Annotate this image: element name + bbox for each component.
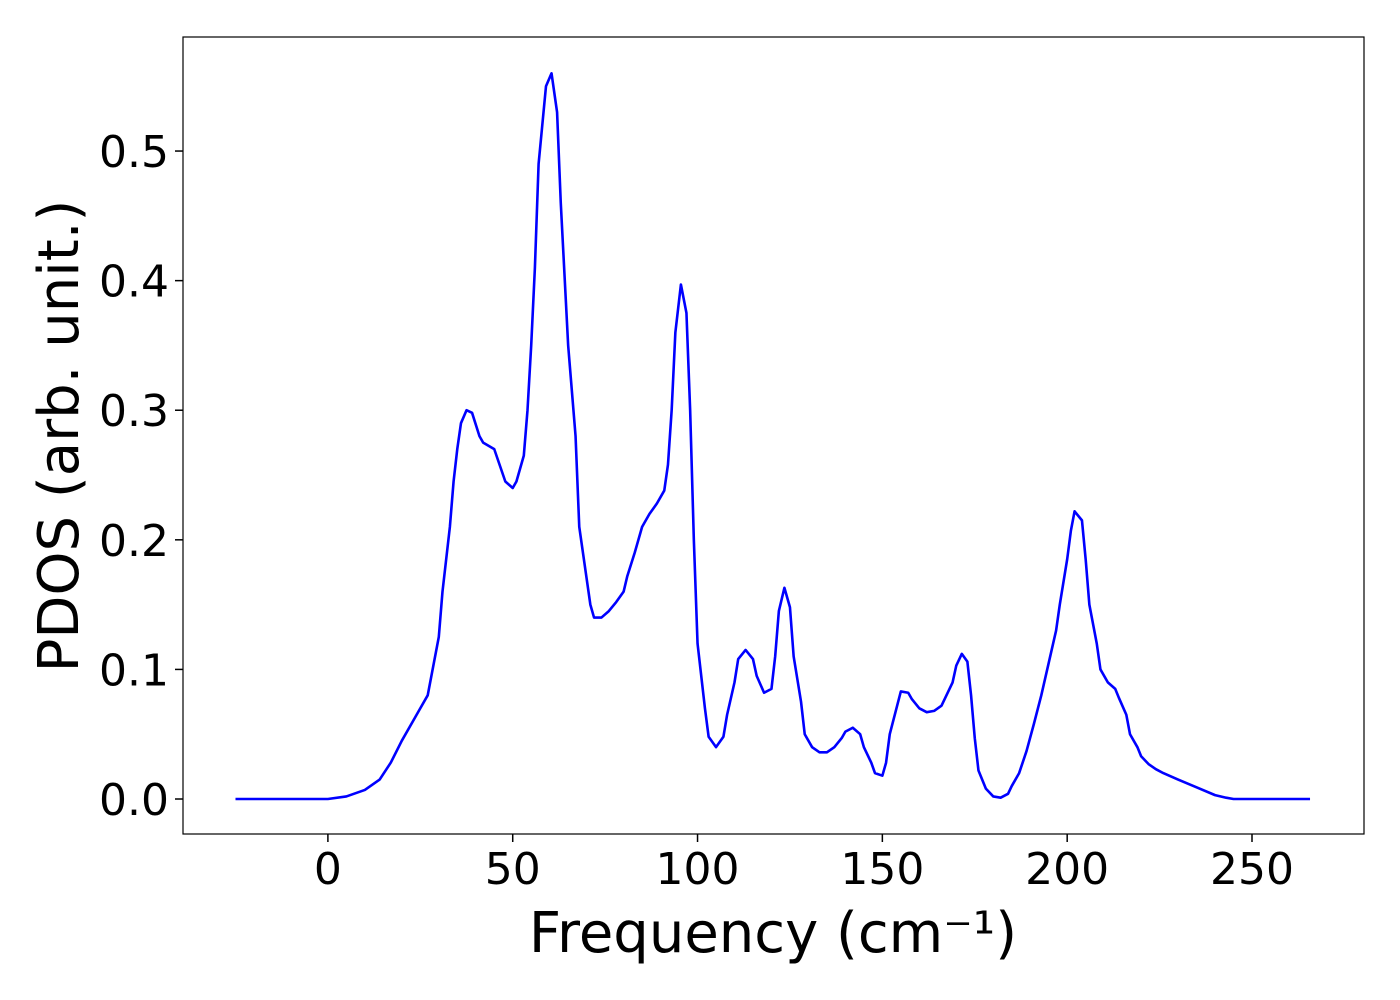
- y-tick-label: 0.0: [99, 775, 169, 826]
- line-series: [235, 71, 1311, 801]
- plot-frame: [182, 36, 1365, 835]
- x-tick-label: 250: [1210, 844, 1294, 895]
- x-tick-label: 100: [656, 844, 740, 895]
- x-tick-label: 200: [1025, 844, 1109, 895]
- x-axis-label: Frequency (cm⁻¹): [529, 901, 1017, 966]
- y-axis-label: PDOS (arb. unit.): [27, 200, 92, 673]
- y-tick-label: 0.1: [99, 645, 169, 696]
- y-tick-label: 0.2: [99, 516, 169, 567]
- x-tick-label: 0: [314, 844, 342, 895]
- x-tick-label: 150: [840, 844, 924, 895]
- y-tick-label: 0.3: [99, 386, 169, 437]
- y-tick-label: 0.4: [99, 257, 169, 308]
- x-tick-label: 50: [485, 844, 541, 895]
- y-tick-label: 0.5: [99, 127, 169, 178]
